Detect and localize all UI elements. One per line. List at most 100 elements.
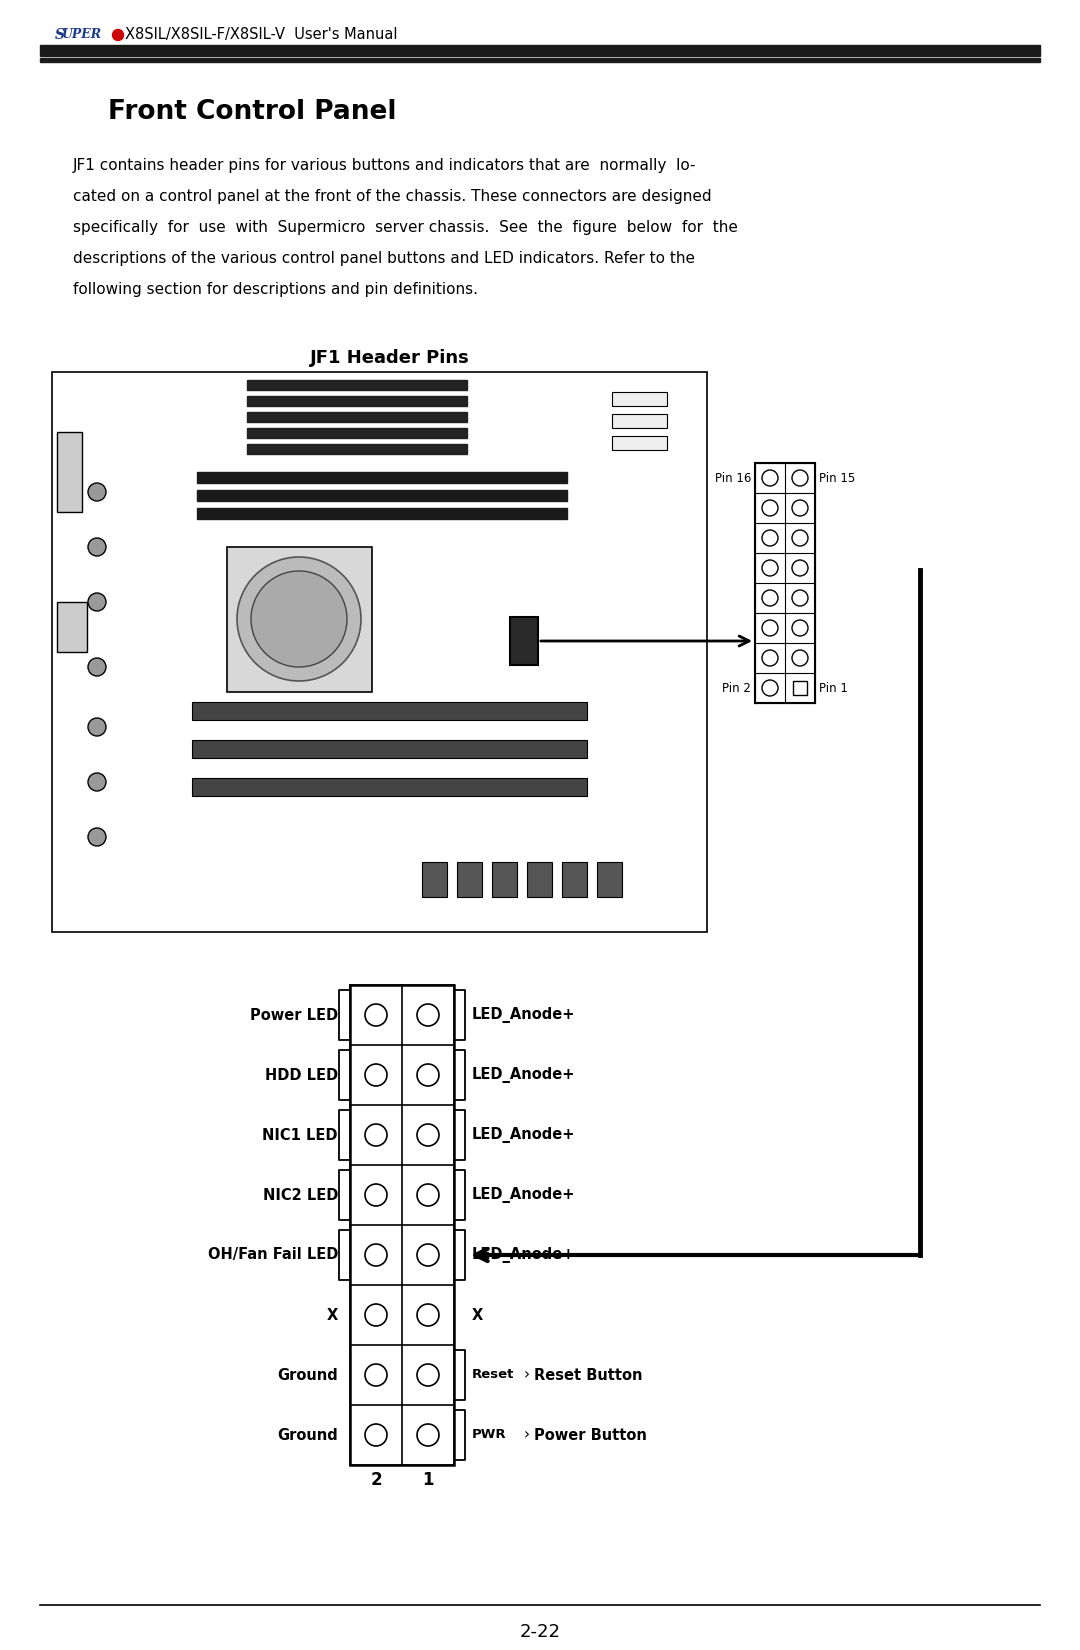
- Circle shape: [762, 680, 778, 696]
- Circle shape: [87, 828, 106, 846]
- Bar: [612, 436, 667, 450]
- Text: X: X: [327, 1307, 338, 1323]
- Text: following section for descriptions and pin definitions.: following section for descriptions and p…: [73, 282, 478, 297]
- Circle shape: [365, 1124, 387, 1147]
- Circle shape: [792, 620, 808, 635]
- Bar: [457, 861, 482, 898]
- Circle shape: [762, 530, 778, 546]
- Text: Pin 2: Pin 2: [723, 681, 751, 695]
- Circle shape: [762, 470, 778, 487]
- Text: Front Control Panel: Front Control Panel: [108, 99, 396, 125]
- Text: descriptions of the various control panel buttons and LED indicators. Refer to t: descriptions of the various control pane…: [73, 251, 696, 266]
- Text: Pin 16: Pin 16: [715, 472, 751, 485]
- Bar: [57, 602, 87, 652]
- Text: 2: 2: [370, 1472, 382, 1488]
- Bar: [227, 548, 372, 691]
- Text: LED_Anode+: LED_Anode+: [472, 1186, 576, 1203]
- Bar: [793, 681, 807, 695]
- Text: LED_Anode+: LED_Anode+: [472, 1127, 576, 1143]
- Bar: [247, 380, 467, 389]
- Text: LED_Anode+: LED_Anode+: [472, 1247, 576, 1262]
- Circle shape: [762, 500, 778, 516]
- Text: X8SIL/X8SIL-F/X8SIL-V  User's Manual: X8SIL/X8SIL-F/X8SIL-V User's Manual: [125, 28, 397, 43]
- Text: Reset: Reset: [472, 1368, 514, 1381]
- Bar: [422, 861, 447, 898]
- Bar: [197, 508, 567, 520]
- Bar: [755, 464, 815, 703]
- Circle shape: [762, 559, 778, 576]
- Text: 1: 1: [422, 1472, 434, 1488]
- Circle shape: [792, 591, 808, 606]
- Circle shape: [792, 530, 808, 546]
- Bar: [197, 472, 567, 483]
- Bar: [192, 779, 588, 795]
- Circle shape: [762, 591, 778, 606]
- Bar: [510, 617, 538, 665]
- Text: S: S: [55, 28, 65, 41]
- Circle shape: [112, 30, 123, 41]
- Circle shape: [417, 1365, 438, 1386]
- Bar: [527, 861, 552, 898]
- Circle shape: [365, 1003, 387, 1026]
- Text: X: X: [472, 1307, 483, 1323]
- Text: Power Button: Power Button: [534, 1427, 647, 1442]
- Circle shape: [87, 658, 106, 676]
- Bar: [40, 45, 1040, 56]
- Circle shape: [417, 1124, 438, 1147]
- Text: LED_Anode+: LED_Anode+: [472, 1068, 576, 1082]
- Bar: [612, 414, 667, 427]
- Bar: [57, 432, 82, 512]
- Bar: [247, 396, 467, 406]
- Circle shape: [87, 718, 106, 736]
- Circle shape: [365, 1185, 387, 1206]
- Bar: [197, 490, 567, 502]
- Bar: [350, 985, 454, 1465]
- Text: Ground: Ground: [278, 1427, 338, 1442]
- Text: Ground: Ground: [278, 1368, 338, 1383]
- Text: OH/Fan Fail LED: OH/Fan Fail LED: [207, 1247, 338, 1262]
- Text: Pin 1: Pin 1: [819, 681, 848, 695]
- Text: JF1 contains header pins for various buttons and indicators that are  normally  : JF1 contains header pins for various but…: [73, 158, 697, 173]
- Circle shape: [762, 620, 778, 635]
- Circle shape: [792, 500, 808, 516]
- Bar: [612, 393, 667, 406]
- Text: Power LED: Power LED: [249, 1008, 338, 1023]
- Circle shape: [87, 592, 106, 610]
- Text: JF1 Header Pins: JF1 Header Pins: [310, 350, 470, 366]
- Circle shape: [417, 1064, 438, 1086]
- Text: ›: ›: [524, 1368, 530, 1383]
- Circle shape: [792, 559, 808, 576]
- Circle shape: [417, 1003, 438, 1026]
- Circle shape: [365, 1244, 387, 1266]
- Bar: [492, 861, 517, 898]
- Circle shape: [792, 470, 808, 487]
- Circle shape: [365, 1365, 387, 1386]
- Bar: [597, 861, 622, 898]
- Text: Reset Button: Reset Button: [534, 1368, 643, 1383]
- Bar: [247, 412, 467, 422]
- Bar: [52, 371, 707, 932]
- Text: UPER: UPER: [62, 28, 103, 41]
- Text: ›: ›: [524, 1427, 530, 1442]
- Circle shape: [792, 650, 808, 667]
- Circle shape: [251, 571, 347, 667]
- Circle shape: [365, 1424, 387, 1445]
- Circle shape: [417, 1244, 438, 1266]
- Bar: [247, 427, 467, 437]
- Circle shape: [417, 1424, 438, 1445]
- Bar: [40, 58, 1040, 61]
- Text: NIC1 LED: NIC1 LED: [262, 1127, 338, 1142]
- Text: 2-22: 2-22: [519, 1624, 561, 1642]
- Bar: [562, 861, 588, 898]
- Text: LED_Anode+: LED_Anode+: [472, 1006, 576, 1023]
- Circle shape: [365, 1064, 387, 1086]
- Text: cated on a control panel at the front of the chassis. These connectors are desig: cated on a control panel at the front of…: [73, 190, 712, 205]
- Text: HDD LED: HDD LED: [265, 1068, 338, 1082]
- Circle shape: [417, 1304, 438, 1327]
- Text: Pin 15: Pin 15: [819, 472, 855, 485]
- Circle shape: [365, 1304, 387, 1327]
- Bar: [247, 444, 467, 454]
- Circle shape: [237, 558, 361, 681]
- Bar: [192, 739, 588, 757]
- Bar: [192, 701, 588, 719]
